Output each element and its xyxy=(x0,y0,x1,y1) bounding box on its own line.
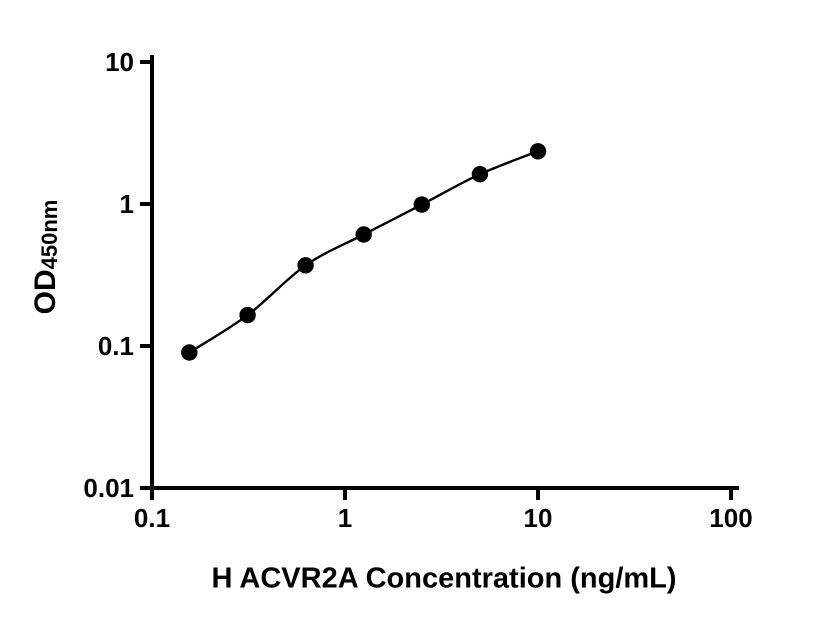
y-tick-label: 0.1 xyxy=(98,331,134,361)
fitted-curve xyxy=(188,150,539,354)
data-point xyxy=(471,166,489,183)
y-tick-label: 0.01 xyxy=(83,473,134,503)
y-axis-title-subscript: 450nm xyxy=(37,199,62,270)
x-tick-label: 10 xyxy=(524,503,553,533)
data-point xyxy=(297,257,314,274)
x-tick-label: 100 xyxy=(709,503,752,533)
x-tick-label: 1 xyxy=(338,503,352,533)
data-point xyxy=(355,226,372,243)
data-point xyxy=(181,344,198,361)
data-point xyxy=(529,143,547,160)
y-axis-title-main: OD xyxy=(29,269,62,315)
y-axis-title: OD450nm xyxy=(29,200,63,315)
y-tick-label: 1 xyxy=(120,189,134,219)
data-point xyxy=(239,306,256,324)
x-axis-title: H ACVR2A Concentration (ng/mL) xyxy=(211,562,677,595)
x-tick-label: 0.1 xyxy=(134,503,170,533)
data-point xyxy=(413,196,430,213)
y-tick-label: 10 xyxy=(105,47,134,77)
